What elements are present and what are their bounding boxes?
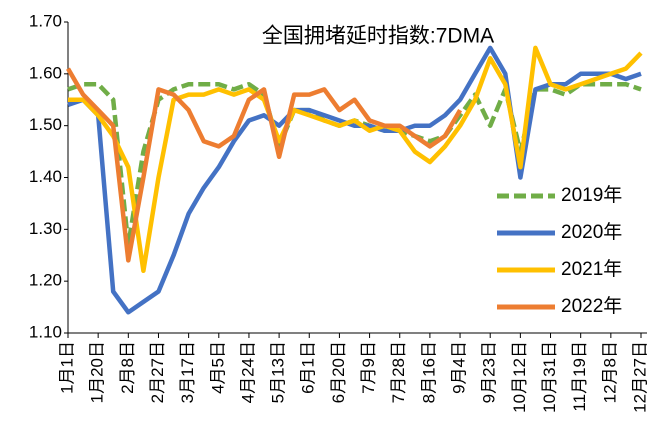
x-tick-label: 10月12日 — [510, 341, 529, 413]
x-tick-label: 10月31日 — [540, 341, 559, 413]
x-tick-label: 4月5日 — [208, 341, 227, 394]
y-tick-label: 1.70 — [29, 11, 62, 30]
x-tick-label: 6月20日 — [329, 341, 348, 403]
y-tick-label: 1.40 — [29, 167, 62, 186]
y-tick-label: 1.30 — [29, 219, 62, 238]
x-tick-label: 2月27日 — [148, 341, 167, 403]
x-tick-label: 11月19日 — [570, 341, 589, 412]
x-tick-label: 2月8日 — [118, 341, 137, 394]
x-tick-label: 1月1日 — [57, 341, 76, 394]
series-line — [67, 45, 642, 315]
x-tick-label: 7月9日 — [359, 341, 378, 394]
x-tick-label: 9月23日 — [480, 341, 499, 403]
legend-label: 2019年 — [561, 184, 622, 206]
x-tick-label: 7月28日 — [389, 341, 408, 403]
chart-title: 全国拥堵延时指数:7DMA — [262, 25, 494, 48]
series-line — [66, 67, 463, 263]
x-tick-label: 5月13日 — [269, 341, 288, 403]
x-tick-label: 3月17日 — [178, 341, 197, 403]
y-tick-label: 1.50 — [29, 115, 62, 134]
legend-label: 2020年 — [561, 221, 622, 243]
legend-label: 2021年 — [561, 258, 622, 280]
y-tick-label: 1.10 — [29, 322, 62, 341]
legend-label: 2022年 — [561, 295, 622, 317]
x-tick-label: 8月16日 — [419, 341, 438, 403]
y-tick-label: 1.20 — [29, 271, 62, 290]
x-tick-label: 9月4日 — [450, 341, 469, 394]
series-line — [68, 45, 643, 274]
x-tick-label: 6月1日 — [299, 341, 318, 394]
x-tick-label: 1月20日 — [88, 341, 107, 403]
y-tick-label: 1.60 — [29, 63, 62, 82]
x-tick-label: 4月24日 — [238, 341, 257, 403]
x-tick-label: 12月8日 — [600, 341, 619, 403]
x-tick-label: 12月27日 — [630, 341, 649, 413]
